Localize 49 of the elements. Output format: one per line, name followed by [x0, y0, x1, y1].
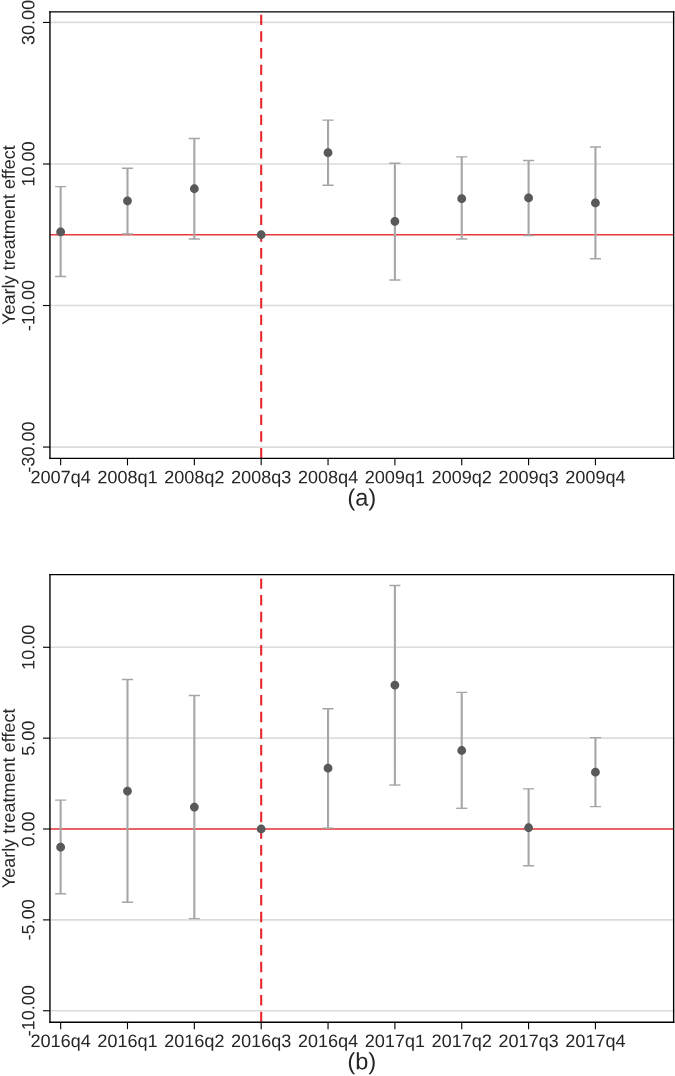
point [123, 196, 132, 206]
x-tick-label: 2009q3 [499, 470, 558, 488]
x-tick-label: 2009q4 [566, 470, 626, 488]
x-tick-label: 2017q2 [432, 1034, 491, 1051]
y-tick-label: 5.00 [21, 721, 35, 755]
y-tick-label: 10.00 [21, 142, 35, 186]
point [56, 842, 66, 852]
y-tick-label: -5.00 [21, 900, 35, 940]
x-tick-label: 2009q2 [432, 470, 491, 488]
y-tick-label: 0.00 [21, 812, 35, 846]
y-axis-title: Yearly treatment effect [1, 708, 19, 888]
x-tick-label: 2016q2 [165, 1034, 224, 1051]
x-tick-label: 2016q1 [98, 1034, 157, 1051]
point [323, 763, 333, 773]
x-tick-label: 2007q4 [31, 470, 91, 488]
point [524, 193, 533, 203]
y-tick-label: 30.00 [21, 0, 35, 45]
x-tick-label: 2016q4 [31, 1034, 91, 1051]
x-tick-label: 2017q3 [499, 1034, 558, 1051]
point [524, 823, 533, 833]
x-tick-label: 2017q1 [365, 1034, 425, 1051]
x-tick-label: 2016q3 [231, 1034, 291, 1051]
point [457, 194, 467, 204]
y-tick-label: -30.00 [21, 422, 35, 472]
x-tick-label: 2008q4 [298, 470, 358, 488]
x-axis-title: (b) [348, 1052, 375, 1075]
point [189, 802, 199, 812]
x-tick-label: 2008q1 [98, 470, 157, 488]
point [323, 148, 333, 158]
y-axis-title: Yearly treatment effect [1, 145, 19, 325]
point [256, 230, 266, 240]
point [123, 786, 132, 796]
x-tick-label: 2009q1 [365, 470, 425, 488]
y-tick-label: -10.00 [21, 280, 35, 331]
point [189, 184, 199, 194]
x-tick-label: 2008q2 [165, 470, 224, 488]
point [390, 216, 400, 226]
point [390, 680, 400, 690]
point [256, 824, 266, 834]
point [56, 227, 66, 237]
point [457, 746, 467, 755]
x-axis-title: (a) [348, 488, 375, 511]
point [591, 198, 600, 208]
x-tick-label: 2008q3 [231, 470, 291, 488]
y-tick-label: 10.00 [21, 625, 35, 669]
y-tick-label: -10.00 [21, 985, 35, 1036]
x-tick-label: 2017q4 [566, 1034, 626, 1051]
point [591, 767, 600, 777]
x-tick-label: 2016q4 [298, 1034, 358, 1051]
